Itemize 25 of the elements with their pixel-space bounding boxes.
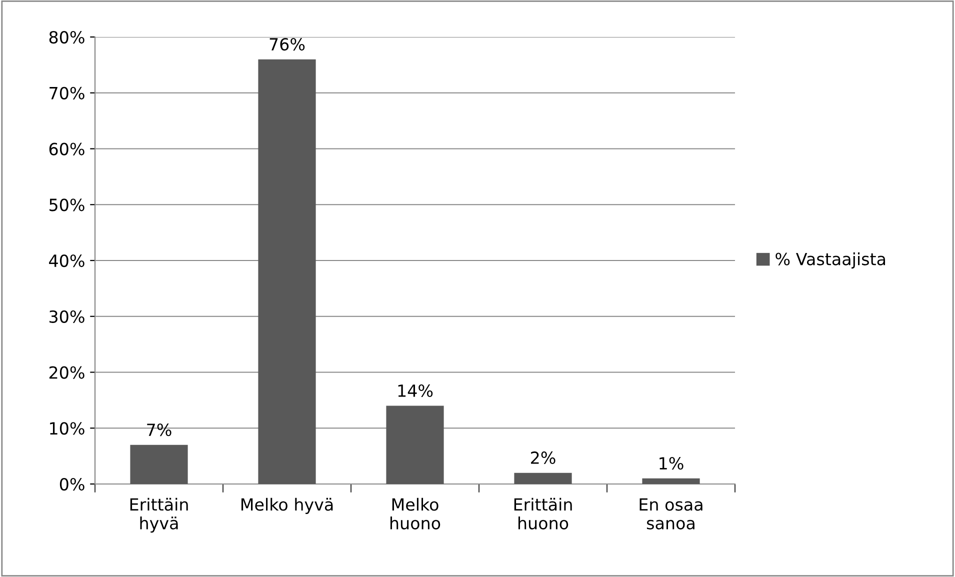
x-tick-label: Melko hyvä — [241, 498, 333, 514]
data-label: 2% — [531, 451, 556, 464]
x-tick-label: Erittäin hyvä — [130, 498, 188, 533]
y-tick-label: 0% — [60, 478, 84, 491]
y-tick-label: 10% — [50, 422, 84, 435]
y-tick-label: 50% — [50, 198, 84, 212]
y-tick-label: 60% — [49, 142, 84, 156]
bar — [258, 59, 316, 484]
data-label: 14% — [398, 384, 433, 397]
data-label: 7% — [147, 423, 172, 436]
x-tick-label: Melko huono — [390, 498, 440, 530]
bar — [386, 406, 444, 484]
y-tick-label: 70% — [50, 86, 84, 100]
data-label: 1% — [660, 457, 684, 470]
bar — [514, 472, 572, 484]
bar — [642, 478, 700, 484]
x-tick-label: Erittäin huono — [514, 498, 572, 530]
bar — [130, 444, 188, 484]
y-tick-label: 20% — [49, 366, 84, 379]
y-tick-label: 40% — [49, 254, 84, 268]
y-tick-label: 30% — [50, 310, 84, 323]
data-label: 76% — [270, 38, 305, 51]
y-tick-label: 80% — [49, 30, 84, 44]
x-tick-label: En osaa sanoa — [640, 498, 702, 530]
legend-label: % Vastaajista — [776, 252, 886, 269]
